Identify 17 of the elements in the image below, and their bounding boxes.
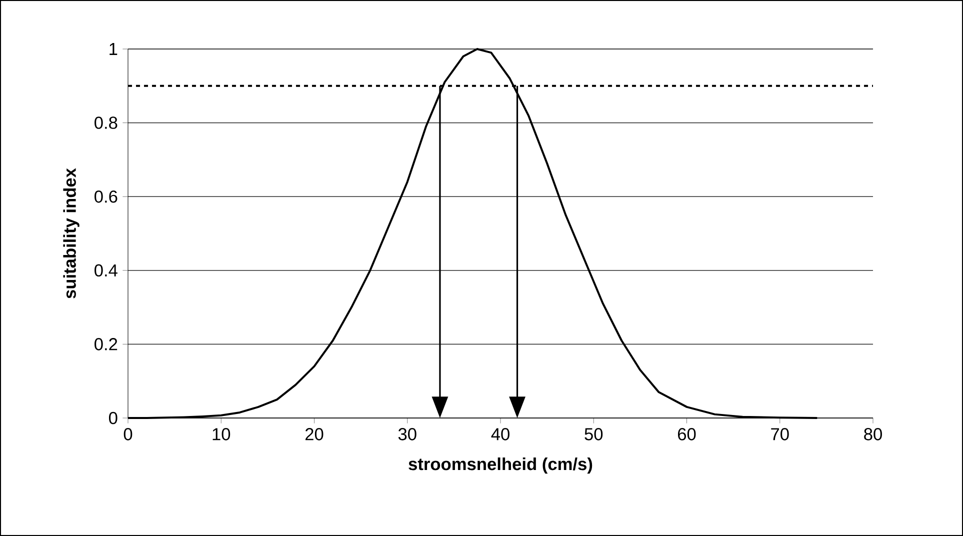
y-tick-label: 1	[110, 43, 118, 55]
x-tick-label: 60	[678, 428, 696, 440]
y-tick-label: 0.8	[94, 116, 118, 129]
x-tick-label: 70	[771, 428, 789, 440]
y-tick-label: 0.6	[94, 190, 118, 203]
x-tick-label: 50	[584, 428, 603, 440]
y-tick-label: 0.2	[94, 338, 118, 350]
x-tick-label: 10	[212, 428, 230, 440]
y-tick-label: 0.4	[94, 264, 118, 277]
x-tick-label: 30	[398, 428, 416, 440]
x-tick-label: 20	[305, 428, 324, 440]
y-tick-label: 0	[108, 412, 118, 424]
x-tick-label: 0	[124, 428, 132, 440]
x-tick-label: 80	[864, 428, 882, 440]
x-tick-label: 40	[491, 428, 510, 440]
y-axis-title: suitability index	[63, 168, 80, 298]
x-axis-title: stroomsnelheid (cm/s)	[408, 457, 592, 474]
